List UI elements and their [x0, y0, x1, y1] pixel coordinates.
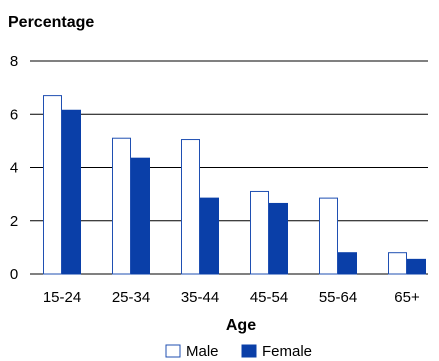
y-tick-label: 0 [10, 266, 18, 283]
x-tick-label: 15-24 [43, 289, 81, 306]
bar-female-65+ [407, 258, 426, 275]
bar-female-55-64 [338, 252, 357, 275]
x-tick-label: 45-54 [250, 289, 288, 306]
bar-female-15-24 [62, 109, 81, 275]
bar-female-25-34 [131, 157, 150, 275]
x-tick-label: 25-34 [112, 289, 150, 306]
bar-male-55-64 [319, 197, 338, 275]
legend-swatch-male [165, 344, 181, 358]
legend-label-female: Female [262, 343, 312, 360]
x-tick-label: 35-44 [181, 289, 219, 306]
bars [43, 95, 426, 275]
bar-male-25-34 [112, 137, 131, 275]
y-tick-label: 8 [10, 53, 18, 70]
y-tick-label: 2 [10, 213, 18, 230]
x-tick-label: 55-64 [319, 289, 357, 306]
bar-male-35-44 [181, 139, 200, 275]
legend-swatch-female [241, 344, 257, 358]
bar-female-45-54 [269, 202, 288, 275]
x-axis-ticks: 15-24 25-34 35-44 45-54 55-64 65+ [43, 289, 420, 306]
x-axis-label: Age [226, 317, 256, 334]
bar-female-35-44 [200, 197, 219, 275]
x-tick-label: 65+ [394, 289, 420, 306]
bar-male-15-24 [43, 95, 62, 275]
bar-male-45-54 [250, 190, 269, 275]
legend-label-male: Male [186, 343, 219, 360]
y-tick-label: 6 [10, 106, 18, 123]
y-tick-label: 4 [10, 160, 18, 177]
grid-lines [30, 60, 428, 275]
legend: Male Female [165, 343, 312, 360]
y-axis-ticks: 0 2 4 6 8 [10, 53, 18, 283]
bar-male-65+ [388, 252, 407, 275]
y-axis-label: Percentage [8, 14, 94, 31]
